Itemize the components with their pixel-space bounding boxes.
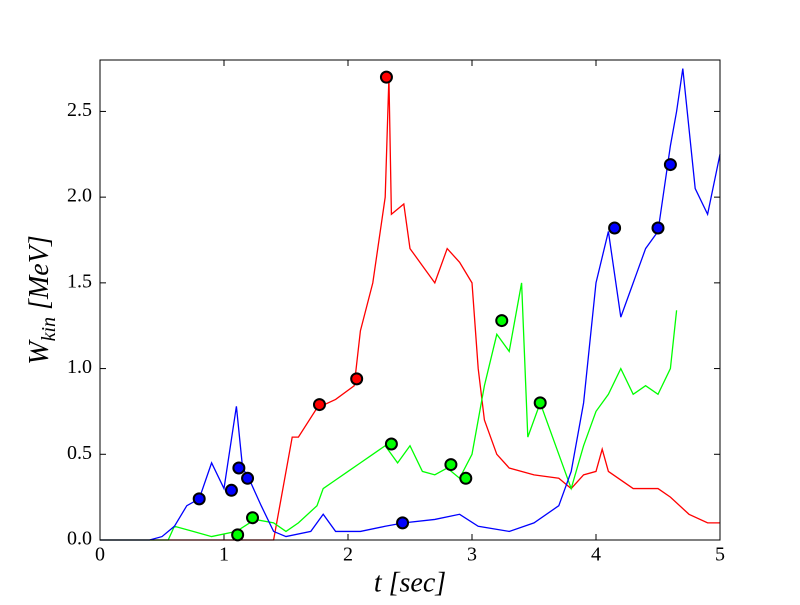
marker (651, 221, 665, 235)
x-tick-label: 1 (219, 544, 229, 566)
y-tick-label: 2.0 (67, 185, 92, 207)
marker (231, 528, 245, 542)
y-tick-label: 0.0 (67, 528, 92, 550)
y-tick-label: 2.5 (67, 99, 92, 121)
y-tick-label: 0.5 (67, 442, 92, 464)
marker (232, 461, 246, 475)
y-label-main: W (24, 339, 55, 365)
marker (379, 70, 393, 84)
series-line (100, 282, 678, 541)
marker (396, 516, 410, 530)
marker (192, 492, 206, 506)
marker (384, 437, 398, 451)
marker (444, 458, 458, 472)
marker (459, 471, 473, 485)
y-axis-label: Wkin [MeV] (24, 235, 59, 364)
series-line (100, 77, 720, 541)
marker (224, 483, 238, 497)
y-tick-label: 1.0 (67, 356, 92, 378)
x-tick-label: 3 (467, 544, 477, 566)
marker (663, 158, 677, 172)
marker (246, 511, 260, 525)
marker (350, 372, 364, 386)
x-axis-label: t [sec] (374, 567, 446, 598)
y-label-sub: kin (38, 317, 60, 341)
x-tick-label: 0 (95, 544, 105, 566)
y-tick-label: 1.5 (67, 270, 92, 292)
marker (312, 398, 326, 412)
marker (533, 396, 547, 410)
marker (241, 471, 255, 485)
x-tick-label: 4 (591, 544, 601, 566)
marker (495, 314, 509, 328)
marker (608, 221, 622, 235)
x-tick-label: 5 (715, 544, 725, 566)
plot-frame (99, 59, 721, 541)
x-tick-label: 2 (343, 544, 353, 566)
series-line (100, 68, 721, 541)
y-label-rest: [MeV] (24, 235, 55, 317)
